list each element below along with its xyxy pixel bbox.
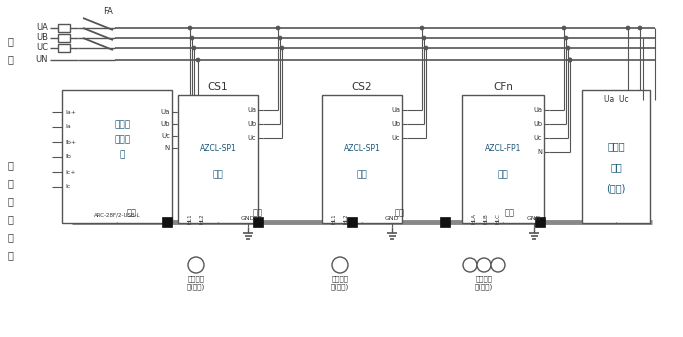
Text: UA: UA [36, 24, 48, 32]
Text: 电
源: 电 源 [7, 36, 13, 64]
Bar [62, 90, 172, 223]
Circle shape [420, 26, 424, 30]
Circle shape [276, 26, 280, 30]
Circle shape [424, 46, 428, 50]
Text: 网线: 网线 [395, 209, 405, 217]
Bar [462, 95, 544, 223]
Text: Uc: Uc [533, 135, 542, 141]
Circle shape [188, 26, 192, 30]
Text: 网线: 网线 [127, 209, 137, 217]
Text: CFn: CFn [493, 82, 513, 92]
Circle shape [280, 46, 284, 50]
Text: Ib: Ib [65, 154, 71, 159]
Text: 器: 器 [120, 151, 125, 159]
Text: Ua: Ua [247, 107, 256, 113]
Circle shape [192, 46, 196, 50]
Text: Uc: Uc [161, 133, 170, 139]
Text: AZCL-SP1: AZCL-SP1 [344, 144, 380, 153]
Circle shape [332, 257, 348, 273]
Bar [58, 24, 70, 32]
Text: 网线: 网线 [253, 209, 263, 217]
Bar [582, 90, 650, 223]
Text: 状态指示
灯(可选): 状态指示 灯(可选) [475, 276, 493, 290]
Text: Ub: Ub [247, 121, 256, 127]
Text: 共补: 共补 [212, 170, 223, 179]
Text: HLC: HLC [495, 214, 501, 224]
Bar [322, 95, 402, 223]
Bar [162, 217, 172, 227]
Circle shape [196, 58, 200, 62]
Text: ARC-28F/2-USB-L: ARC-28F/2-USB-L [94, 213, 140, 217]
Text: Ib+: Ib+ [65, 140, 76, 145]
Text: GND: GND [385, 216, 400, 221]
Text: GND: GND [527, 216, 541, 221]
Circle shape [491, 258, 505, 272]
Bar [347, 217, 357, 227]
Bar [253, 217, 263, 227]
Circle shape [477, 258, 491, 272]
Text: HLB: HLB [484, 214, 488, 224]
Text: 示仪: 示仪 [610, 162, 622, 172]
Text: 状态指示
灯(可选): 状态指示 灯(可选) [331, 276, 349, 290]
Text: 网线: 网线 [505, 209, 515, 217]
Bar [535, 217, 545, 227]
Text: Ua: Ua [161, 109, 170, 115]
Text: Ia: Ia [65, 124, 71, 129]
Text: AZCL-FP1: AZCL-FP1 [485, 144, 521, 153]
Circle shape [463, 258, 477, 272]
Text: 分补: 分补 [498, 170, 508, 179]
Circle shape [638, 26, 642, 30]
Text: HLA: HLA [471, 214, 477, 224]
Text: N: N [165, 145, 170, 151]
Circle shape [626, 26, 630, 30]
Text: (可选): (可选) [607, 183, 626, 193]
Text: 状态指示
灯(可选): 状态指示 灯(可选) [187, 276, 205, 290]
Circle shape [568, 58, 572, 62]
Circle shape [422, 36, 426, 40]
Text: 数控制: 数控制 [115, 135, 130, 145]
Text: Ub: Ub [161, 121, 170, 127]
Text: Uc: Uc [391, 135, 400, 141]
Bar [58, 34, 70, 42]
Circle shape [566, 46, 570, 50]
Bar [440, 217, 450, 227]
Text: Ub: Ub [533, 121, 542, 127]
Bar [58, 44, 70, 52]
Circle shape [562, 26, 566, 30]
Text: Uc: Uc [247, 135, 256, 141]
Text: Ia+: Ia+ [65, 110, 76, 115]
Text: 共补: 共补 [357, 170, 367, 179]
Text: 状态指: 状态指 [607, 141, 625, 151]
Circle shape [564, 36, 568, 40]
Text: N: N [537, 149, 542, 155]
Circle shape [188, 257, 204, 273]
Text: Ua  Uc: Ua Uc [604, 95, 628, 104]
Text: AZCL-SP1: AZCL-SP1 [199, 144, 236, 153]
Text: Ua: Ua [533, 107, 542, 113]
Text: UB: UB [36, 33, 48, 42]
Text: HL1: HL1 [331, 214, 337, 224]
Text: CS2: CS2 [352, 82, 372, 92]
Text: HL2: HL2 [344, 214, 348, 224]
Circle shape [190, 36, 194, 40]
Bar [178, 95, 258, 223]
Text: FA: FA [103, 7, 113, 17]
Text: UC: UC [36, 43, 48, 53]
Circle shape [278, 36, 282, 40]
Text: Ua: Ua [391, 107, 400, 113]
Text: HL2: HL2 [199, 214, 204, 224]
Text: CS1: CS1 [208, 82, 228, 92]
Text: Ic: Ic [65, 184, 70, 189]
Text: GND: GND [240, 216, 255, 221]
Text: HL1: HL1 [188, 214, 193, 224]
Text: 功率因: 功率因 [115, 121, 130, 129]
Text: Ic+: Ic+ [65, 170, 76, 175]
Text: 总
柜
二
次
电
流: 总 柜 二 次 电 流 [7, 160, 13, 260]
Text: UN: UN [36, 56, 48, 64]
Text: Ub: Ub [391, 121, 400, 127]
Circle shape [568, 58, 572, 62]
